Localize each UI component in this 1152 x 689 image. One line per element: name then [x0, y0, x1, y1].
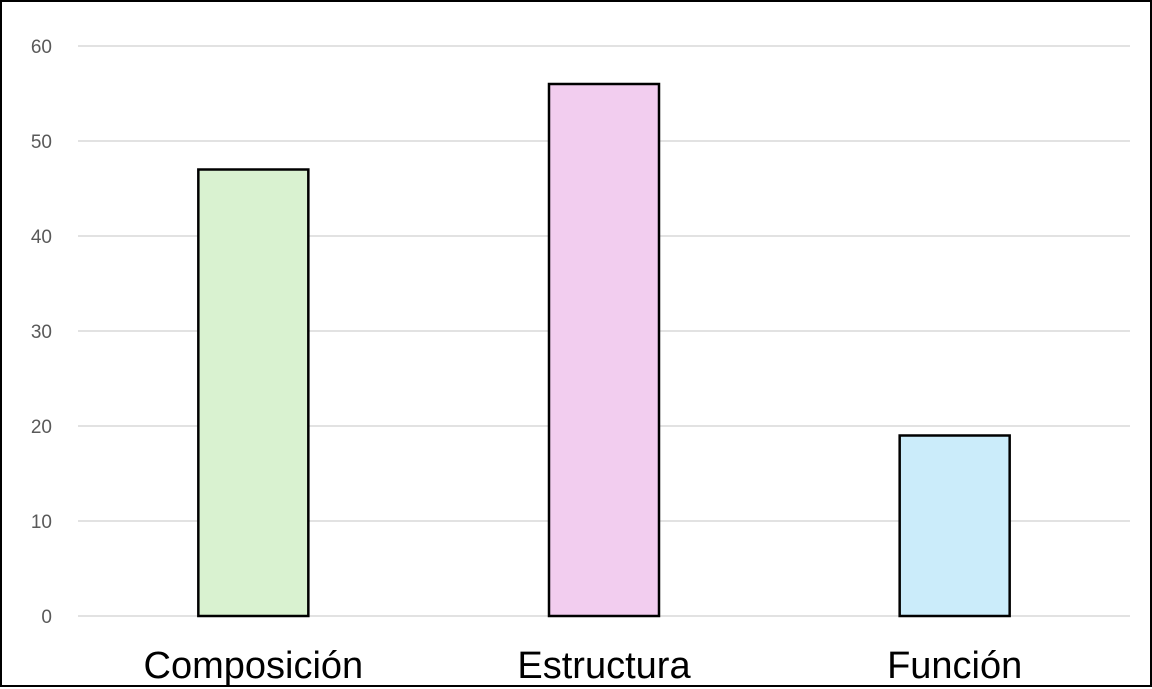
bar-estructura	[547, 82, 661, 618]
x-category-label-composicion: Composición	[144, 645, 364, 687]
y-tick-label-10: 10	[31, 512, 52, 533]
y-tick-label-50: 50	[31, 132, 52, 153]
x-category-label-estructura: Estructura	[517, 645, 691, 687]
y-tick-label-0: 0	[41, 607, 52, 628]
bars	[197, 82, 1011, 618]
y-tick-label-60: 60	[31, 37, 52, 58]
bar-composicion	[197, 168, 310, 618]
y-tick-label-20: 20	[31, 417, 52, 438]
y-tick-label-30: 30	[31, 322, 52, 343]
y-tick-label-40: 40	[31, 227, 52, 248]
x-category-label-funcion: Función	[887, 645, 1022, 687]
bar-funcion	[898, 434, 1011, 618]
y-axis-tick-labels: 0 10 20 30 40 50 60	[31, 37, 52, 628]
x-axis-category-labels: Composición Estructura Función	[144, 645, 1023, 687]
